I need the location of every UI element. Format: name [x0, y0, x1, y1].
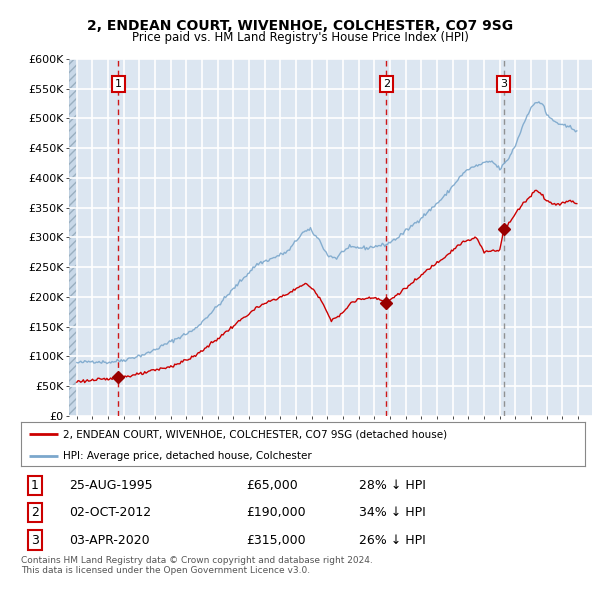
Text: 2: 2 [31, 506, 39, 519]
Text: 2, ENDEAN COURT, WIVENHOE, COLCHESTER, CO7 9SG (detached house): 2, ENDEAN COURT, WIVENHOE, COLCHESTER, C… [64, 430, 448, 439]
Text: HPI: Average price, detached house, Colchester: HPI: Average price, detached house, Colc… [64, 451, 312, 461]
Text: £315,000: £315,000 [247, 533, 306, 546]
Text: 25-AUG-1995: 25-AUG-1995 [69, 479, 152, 492]
Text: 03-APR-2020: 03-APR-2020 [69, 533, 149, 546]
Text: 3: 3 [500, 79, 507, 89]
Text: 34% ↓ HPI: 34% ↓ HPI [359, 506, 426, 519]
Text: This data is licensed under the Open Government Licence v3.0.: This data is licensed under the Open Gov… [21, 566, 310, 575]
Text: 1: 1 [31, 479, 39, 492]
Text: Contains HM Land Registry data © Crown copyright and database right 2024.: Contains HM Land Registry data © Crown c… [21, 556, 373, 565]
Bar [69, 59, 77, 416]
Text: 02-OCT-2012: 02-OCT-2012 [69, 506, 151, 519]
Text: 2: 2 [383, 79, 390, 89]
Text: 2, ENDEAN COURT, WIVENHOE, COLCHESTER, CO7 9SG: 2, ENDEAN COURT, WIVENHOE, COLCHESTER, C… [87, 19, 513, 33]
Text: £190,000: £190,000 [247, 506, 306, 519]
Text: Price paid vs. HM Land Registry's House Price Index (HPI): Price paid vs. HM Land Registry's House … [131, 31, 469, 44]
Text: 26% ↓ HPI: 26% ↓ HPI [359, 533, 426, 546]
Text: £65,000: £65,000 [247, 479, 298, 492]
Bar [69, 59, 77, 416]
Text: 1: 1 [115, 79, 122, 89]
Text: 28% ↓ HPI: 28% ↓ HPI [359, 479, 426, 492]
Text: 3: 3 [31, 533, 39, 546]
